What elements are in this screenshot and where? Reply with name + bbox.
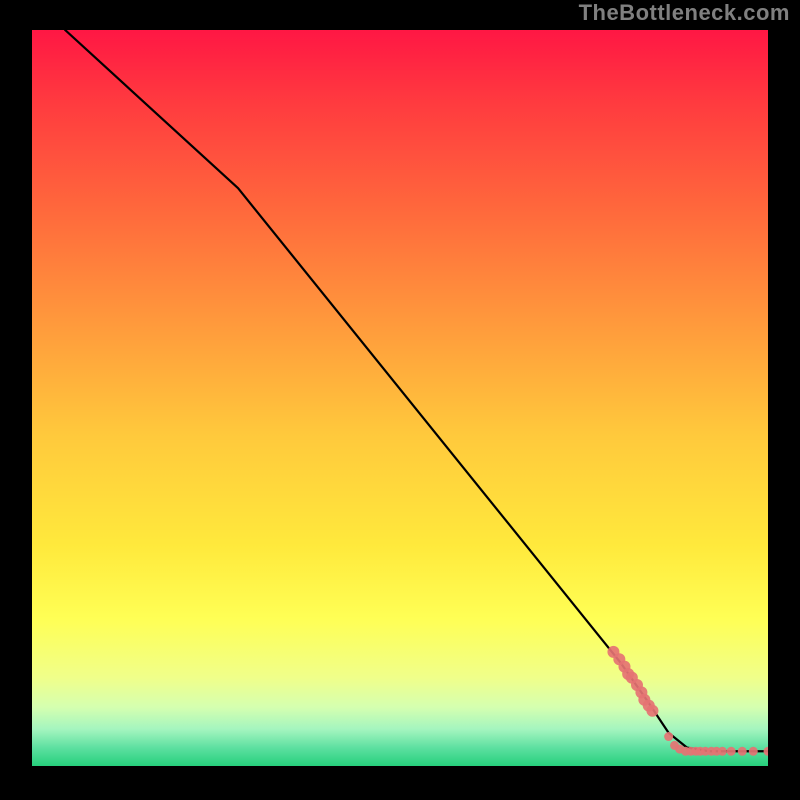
- gradient-background: [32, 30, 768, 766]
- chart-container: TheBottleneck.com: [0, 0, 800, 800]
- data-point: [738, 747, 747, 756]
- watermark-text: TheBottleneck.com: [579, 0, 790, 26]
- data-point: [727, 747, 736, 756]
- data-point: [749, 747, 758, 756]
- data-point: [646, 705, 658, 717]
- data-point: [664, 732, 673, 741]
- plot-svg: [32, 30, 768, 766]
- data-point: [718, 747, 727, 756]
